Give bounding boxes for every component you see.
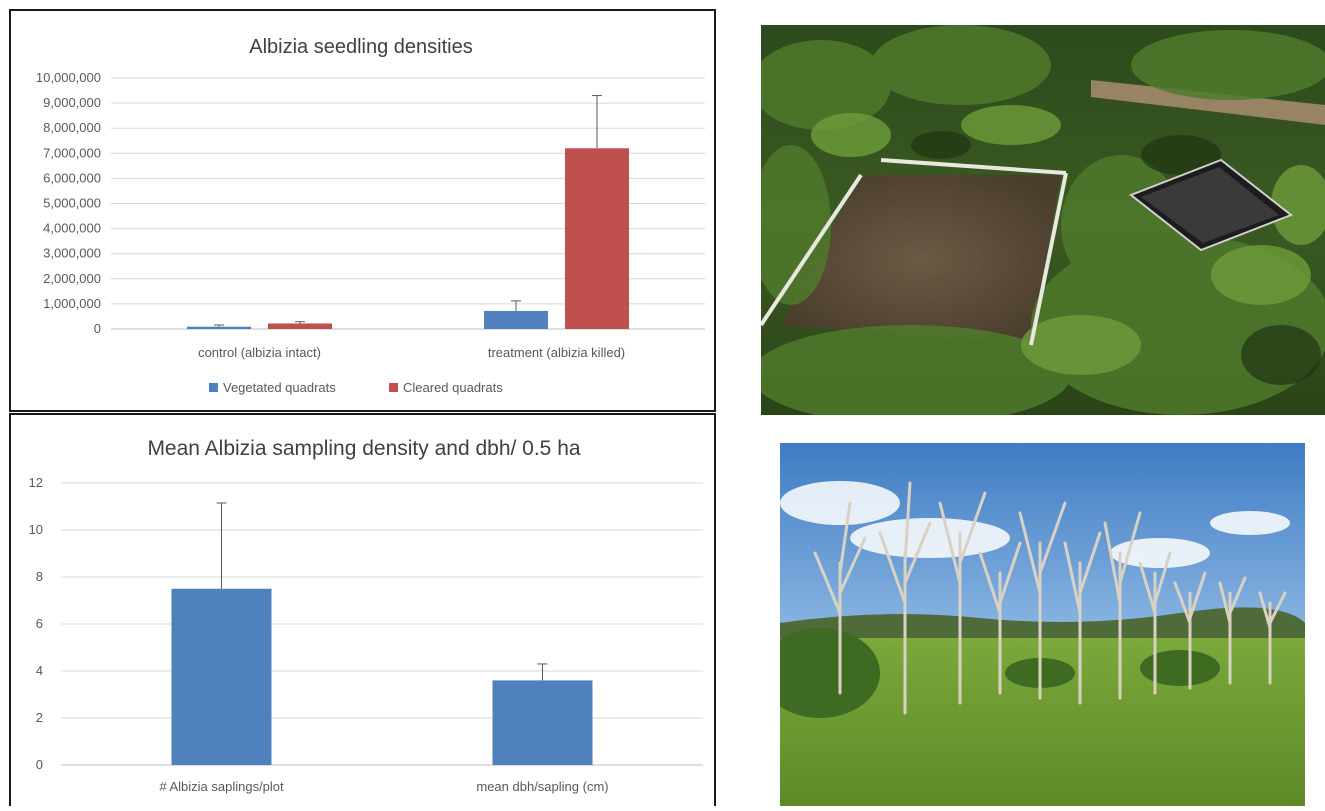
bar <box>565 148 629 329</box>
bar <box>484 310 548 329</box>
legend-label-vegetated: Vegetated quadrats <box>223 380 336 395</box>
y-tick-label: 9,000,000 <box>43 95 101 110</box>
y-tick-label: 0 <box>94 321 101 336</box>
y-tick-label: 10 <box>29 522 43 537</box>
bar <box>171 588 272 765</box>
dead-trees-photo <box>780 443 1305 806</box>
bar <box>187 326 251 329</box>
y-tick-label: 10,000,000 <box>36 70 101 85</box>
y-tick-label: 2,000,000 <box>43 271 101 286</box>
bars <box>171 502 593 765</box>
gridlines <box>111 77 705 330</box>
x-tick-label: treatment (albizia killed) <box>488 345 625 360</box>
sapling-density-chart: Mean Albizia sampling density and dbh/ 0… <box>29 437 703 794</box>
y-tick-label: 8,000,000 <box>43 120 101 135</box>
quadrat-photo <box>761 25 1325 415</box>
gridlines <box>61 482 703 766</box>
y-tick-label: 7,000,000 <box>43 145 101 160</box>
y-tick-label: 6,000,000 <box>43 170 101 185</box>
bar <box>492 680 593 765</box>
y-tick-label: 4,000,000 <box>43 221 101 236</box>
y-tick-label: 0 <box>36 757 43 772</box>
chart-title: Mean Albizia sampling density and dbh/ 0… <box>147 437 580 460</box>
legend-swatch-cleared <box>389 383 398 392</box>
legend: Vegetated quadrats Cleared quadrats <box>209 380 503 395</box>
chart-title: Albizia seedling densities <box>249 36 472 58</box>
bar <box>268 323 332 329</box>
y-tick-labels: 0 2 4 6 8 10 12 <box>29 475 43 772</box>
x-tick-labels: control (albizia intact) treatment (albiz… <box>198 345 625 360</box>
y-tick-label: 1,000,000 <box>43 296 101 311</box>
sapling-density-chart-panel: Mean Albizia sampling density and dbh/ 0… <box>9 413 716 806</box>
legend-label-cleared: Cleared quadrats <box>403 380 503 395</box>
y-tick-labels: 0 1,000,000 2,000,000 3,000,000 4,000,000 5,0… <box>36 70 101 336</box>
y-tick-label: 4 <box>36 663 43 678</box>
bars <box>187 95 629 329</box>
y-tick-label: 8 <box>36 569 43 584</box>
y-tick-label: 6 <box>36 616 43 631</box>
x-tick-label: # Albizia saplings/plot <box>159 779 284 794</box>
x-tick-label: control (albizia intact) <box>198 345 321 360</box>
x-tick-label: mean dbh/sapling (cm) <box>476 779 608 794</box>
y-tick-label: 3,000,000 <box>43 246 101 261</box>
y-tick-label: 5,000,000 <box>43 196 101 211</box>
x-tick-labels: # Albizia saplings/plot mean dbh/sapling … <box>159 779 608 794</box>
legend-swatch-vegetated <box>209 383 218 392</box>
seedling-density-chart-panel: Albizia seedling densities 0 1,000,000 2,0… <box>9 9 716 412</box>
y-tick-label: 2 <box>36 710 43 725</box>
y-tick-label: 12 <box>29 475 43 490</box>
seedling-density-chart: Albizia seedling densities 0 1,000,000 2,0… <box>36 36 705 395</box>
